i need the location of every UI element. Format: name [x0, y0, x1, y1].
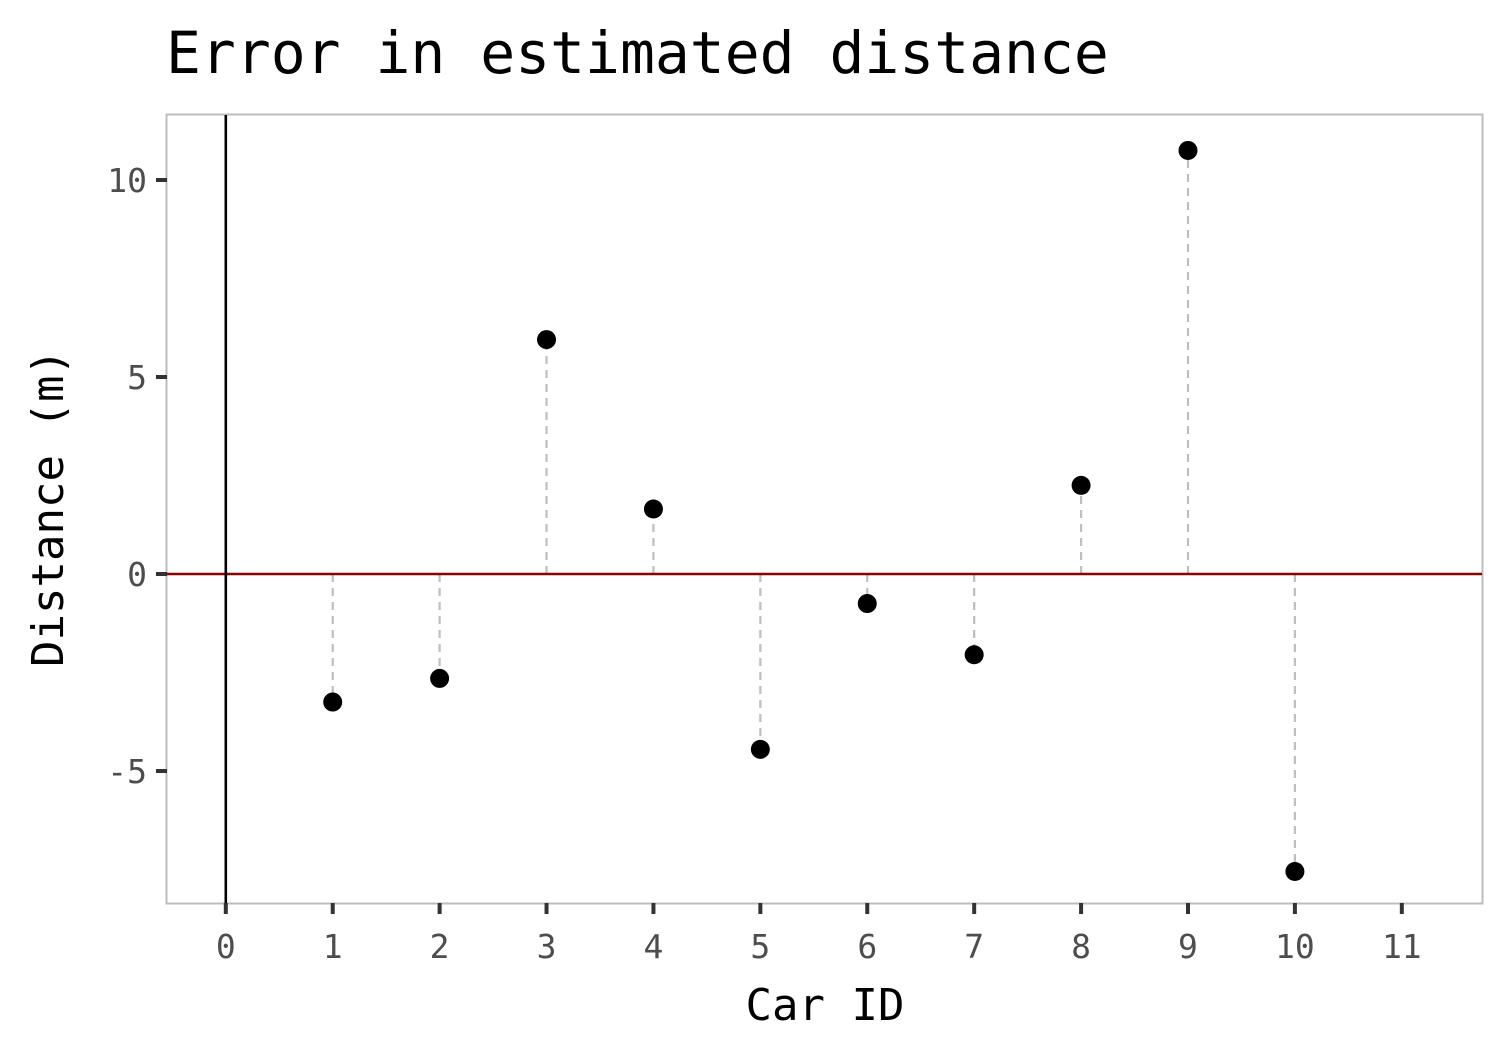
data-point — [857, 594, 877, 614]
y-axis: -5 0 5 10 — [107, 161, 167, 791]
data-point — [430, 668, 450, 688]
data-point — [1285, 861, 1305, 881]
data-point — [750, 739, 770, 759]
x-tick-label: 2 — [430, 927, 450, 966]
plot-panel — [165, 113, 1484, 905]
x-axis: 0 1 2 3 4 5 6 7 8 9 10 11 — [216, 903, 1422, 966]
x-tick-label: 0 — [216, 927, 236, 966]
x-tick-label: 6 — [857, 927, 877, 966]
x-tick-label: 1 — [323, 927, 343, 966]
data-point — [1071, 475, 1091, 495]
data-points — [323, 140, 1305, 881]
drop-lines — [331, 150, 1297, 872]
y-tick-label: 5 — [127, 358, 147, 397]
x-tick-label: 5 — [750, 927, 770, 966]
x-tick-label: 10 — [1275, 927, 1315, 966]
data-point — [964, 645, 984, 665]
x-tick-label: 8 — [1071, 927, 1091, 966]
chart-title: Error in estimated distance — [166, 19, 1109, 87]
y-tick-label: 10 — [107, 161, 147, 200]
x-tick-label: 9 — [1178, 927, 1198, 966]
data-point — [643, 499, 663, 519]
data-point — [323, 692, 343, 712]
x-tick-label: 7 — [964, 927, 984, 966]
x-axis-title: Car ID — [746, 980, 905, 1031]
data-point — [537, 330, 557, 350]
data-point — [1178, 140, 1198, 160]
x-tick-label: 11 — [1382, 927, 1422, 966]
y-axis-title: Distance (m) — [23, 349, 74, 667]
y-tick-label: 0 — [127, 555, 147, 594]
reference-lines — [167, 115, 1482, 903]
x-tick-label: 4 — [644, 927, 664, 966]
x-tick-label: 3 — [537, 927, 557, 966]
y-tick-label: -5 — [107, 752, 147, 791]
